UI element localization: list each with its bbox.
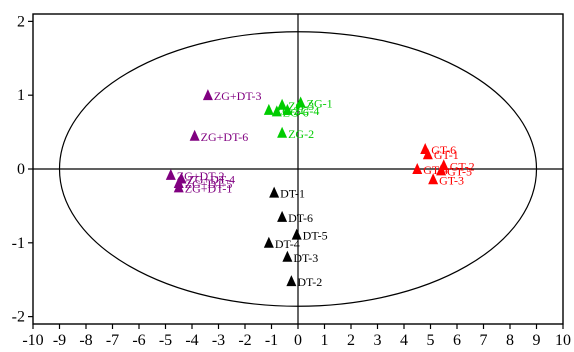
data-point-label: GT-5 [447, 164, 472, 178]
x-tick-label: -5 [159, 332, 172, 349]
data-point-triangle [295, 96, 306, 108]
data-point-label: ZG-2 [288, 127, 314, 141]
data-point-label: DT-2 [297, 275, 322, 289]
data-point-label: DT-4 [275, 237, 300, 251]
x-tick-label: -7 [106, 332, 119, 349]
data-point-triangle [282, 103, 293, 115]
y-tick-label: 0 [17, 161, 25, 178]
data-point-triangle [202, 89, 213, 101]
x-tick-label: -6 [132, 332, 145, 349]
data-point-triangle [277, 126, 288, 138]
y-tick-label: -1 [12, 235, 25, 252]
data-point-label: ZG-3 [288, 99, 314, 113]
y-tick-label: 2 [17, 13, 25, 30]
data-point-triangle [286, 275, 297, 287]
data-point-label: ZG-1 [307, 97, 333, 111]
data-point-label: ZG+DT-3 [214, 89, 262, 103]
data-point-triangle [165, 168, 176, 180]
data-point-label: GT-2 [450, 159, 475, 173]
x-tick-label: -3 [212, 332, 225, 349]
x-tick-label: 6 [453, 332, 461, 349]
data-point-label: ZG+DT-2 [177, 169, 225, 183]
data-point-label: ZG+DT-5 [185, 177, 233, 191]
data-point-triangle [412, 162, 423, 174]
data-point-label: GT-1 [434, 148, 459, 162]
data-point-triangle [173, 176, 184, 188]
confidence-ellipse [58, 31, 538, 307]
data-point-triangle [271, 105, 282, 117]
data-point-triangle [436, 164, 447, 176]
x-tick-label: -1 [265, 332, 278, 349]
data-point-label: ZG+DT-1 [185, 181, 233, 195]
data-point-label: DT-1 [280, 187, 305, 201]
data-point-label: ZG+DT-4 [187, 173, 235, 187]
data-point-label: GT-4 [423, 163, 448, 177]
data-point-triangle [269, 186, 280, 198]
data-point-triangle [291, 228, 302, 240]
x-tick-label: -9 [53, 332, 66, 349]
data-point-triangle [263, 236, 274, 248]
x-tick-label: 1 [321, 332, 329, 349]
x-tick-label: -2 [238, 332, 251, 349]
x-tick-label: -10 [22, 332, 43, 349]
x-tick-label: 9 [533, 332, 541, 349]
data-point-triangle [428, 173, 439, 185]
data-point-triangle [282, 250, 293, 262]
x-tick-label: 7 [480, 332, 488, 349]
data-point-label: GT-6 [431, 143, 456, 157]
x-tick-label: -8 [79, 332, 92, 349]
x-tick-label: 4 [400, 332, 408, 349]
data-point-label: DT-5 [303, 229, 328, 243]
x-tick-label: 8 [506, 332, 514, 349]
data-point-triangle [277, 98, 288, 110]
data-point-label: ZG-6 [283, 105, 309, 119]
data-point-label: GT-3 [439, 173, 464, 187]
y-tick-label: 1 [17, 87, 25, 104]
data-point-label: ZG-4 [293, 104, 319, 118]
x-tick-label: 10 [555, 332, 571, 349]
data-point-triangle [263, 103, 274, 115]
data-point-label: ZG-5 [275, 104, 301, 118]
x-tick-label: -4 [185, 332, 198, 349]
x-tick-label: 3 [374, 332, 382, 349]
data-point-label: DT-6 [288, 211, 313, 225]
data-point-label: DT-3 [293, 251, 318, 265]
y-tick-label: -2 [12, 309, 25, 326]
x-tick-label: 2 [347, 332, 355, 349]
data-point-label: ZG+DT-6 [201, 130, 249, 144]
data-point-triangle [277, 210, 288, 222]
data-point-triangle [189, 129, 200, 141]
x-tick-label: 0 [294, 332, 302, 349]
x-tick-label: 5 [427, 332, 435, 349]
data-point-triangle [420, 143, 431, 155]
